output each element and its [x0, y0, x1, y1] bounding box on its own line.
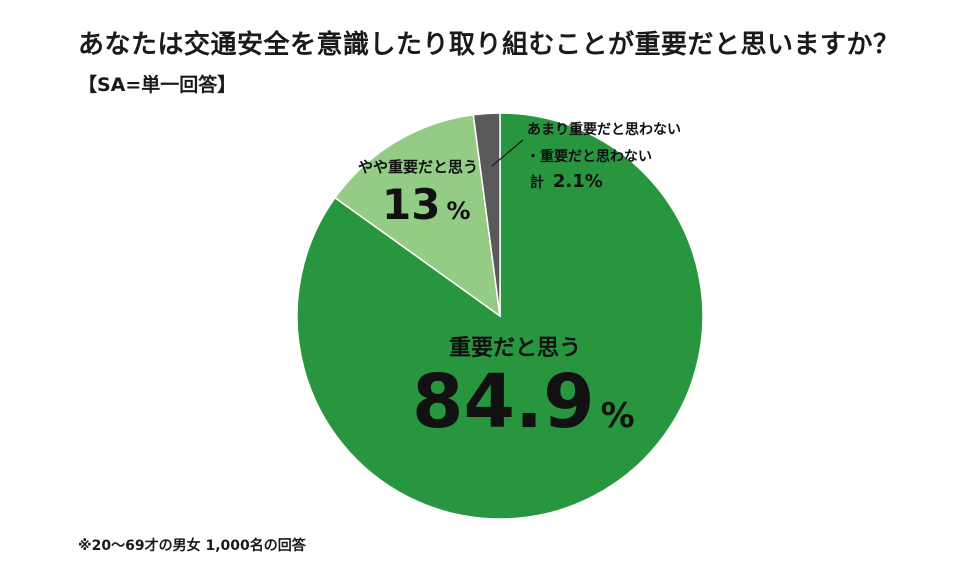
unit-important: % [600, 396, 635, 436]
slice-name-somewhat-important: やや重要だと思う [358, 158, 479, 176]
slice-value-important: 84.9% [412, 362, 635, 456]
slice-label-important: 重要だと思う [449, 330, 581, 362]
value-important: 84.9 [412, 359, 595, 445]
answer-type-label: 【SA=単一回答】 [78, 74, 237, 96]
slice-somewhat-important [333, 113, 501, 318]
footnote: ※20〜69才の男女 1,000名の回答 [78, 538, 306, 554]
value-not-important: 2.1% [552, 171, 603, 192]
slice-name-important: 重要だと思う [449, 336, 582, 361]
slice-name-not-important-2: ・重要だと思わない [526, 149, 652, 165]
value-somewhat-important: 13 [382, 180, 441, 229]
slice-label-somewhat-important: やや重要だと思う [358, 156, 478, 177]
slice-not-important [472, 112, 501, 317]
total-prefix: 計 [530, 175, 544, 191]
slice-name-not-important-1: あまり重要だと思わない [527, 122, 681, 138]
slice-value-not-important: 計 2.1% [530, 171, 603, 192]
page-title: あなたは交通安全を意識したり取り組むことが重要だと思いますか？ [78, 30, 900, 60]
slice-label-not-important-line1: あまり重要だと思わない [527, 119, 681, 139]
leader-line [491, 139, 524, 167]
unit-somewhat-important: % [446, 197, 471, 225]
slice-label-not-important-line2: ・重要だと思わない [526, 146, 652, 166]
slice-value-somewhat-important: 13% [382, 180, 471, 236]
